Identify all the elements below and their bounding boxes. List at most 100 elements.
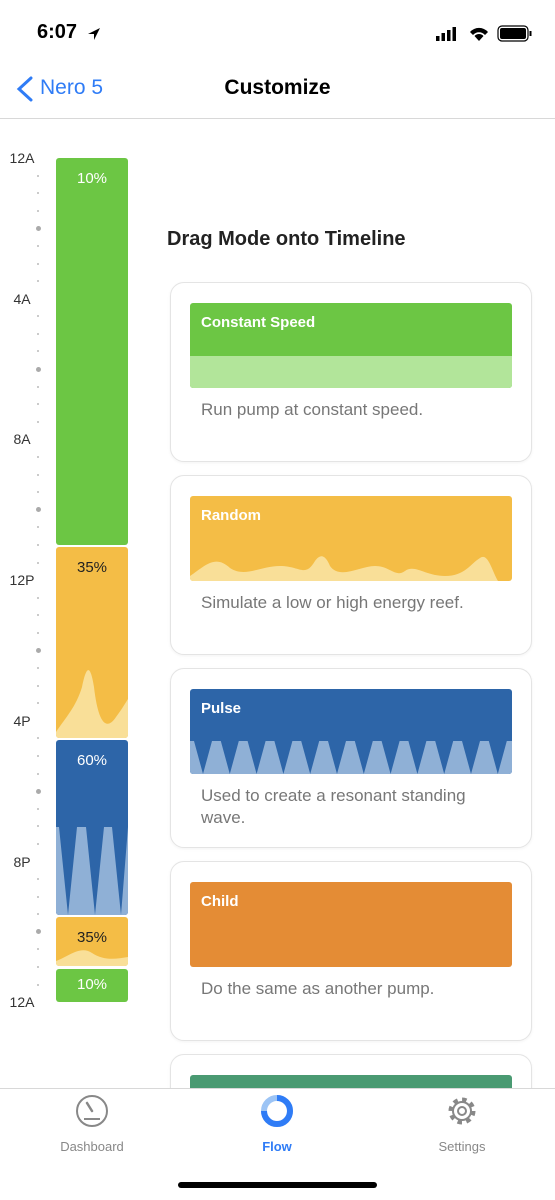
timeline-dot bbox=[35, 929, 41, 935]
tab-icon bbox=[261, 1095, 293, 1127]
segment-label: 35% bbox=[76, 929, 108, 946]
timeline-dot bbox=[37, 596, 39, 599]
timeline-dot bbox=[37, 825, 39, 828]
pulse-wave bbox=[190, 741, 512, 774]
hour-label: 12A bbox=[9, 994, 35, 1011]
mode-name: Random bbox=[201, 507, 261, 524]
timeline-dot bbox=[37, 631, 39, 634]
mode-swatch: Pulse bbox=[190, 689, 512, 774]
tab-icon bbox=[76, 1095, 108, 1127]
timeline-segment[interactable]: 10% bbox=[56, 158, 128, 545]
timeline-dot bbox=[37, 561, 39, 564]
timeline-dot bbox=[37, 737, 39, 740]
mode-description: Used to create a resonant standing wave. bbox=[201, 786, 466, 827]
timeline-dot bbox=[37, 913, 39, 916]
timeline-dot bbox=[37, 403, 39, 406]
timeline-dot bbox=[37, 315, 39, 318]
timeline-dot bbox=[37, 332, 39, 335]
mode-card[interactable]: Pulse Used to create a resonant standing… bbox=[170, 668, 532, 848]
home-indicator bbox=[178, 1182, 377, 1188]
timeline-dot bbox=[37, 842, 39, 845]
timeline-dot bbox=[37, 473, 39, 476]
back-chevron bbox=[16, 76, 33, 102]
timeline-dot bbox=[37, 543, 39, 546]
tab-icon bbox=[448, 1097, 476, 1125]
timeline-dot bbox=[37, 280, 39, 283]
location-icon bbox=[88, 28, 100, 40]
status-icons bbox=[436, 25, 532, 42]
timeline-dot bbox=[37, 350, 39, 353]
segment-wave bbox=[56, 670, 128, 738]
mode-description: Run pump at constant speed. bbox=[201, 400, 424, 419]
tab-flow[interactable]: Flow bbox=[217, 1094, 337, 1154]
timeline-dot bbox=[37, 420, 39, 423]
timeline-dot bbox=[37, 772, 39, 775]
timeline-dot bbox=[37, 966, 39, 969]
timeline-dot bbox=[37, 807, 39, 810]
timeline-dot bbox=[35, 507, 41, 513]
timeline-dot bbox=[35, 788, 41, 794]
nav-divider bbox=[0, 118, 555, 119]
timeline-dot bbox=[37, 702, 39, 705]
timeline-dot bbox=[35, 366, 41, 372]
nav-title: Customize bbox=[224, 76, 331, 99]
timeline-dot bbox=[37, 526, 39, 529]
timeline-dot bbox=[37, 684, 39, 687]
mode-name: Pulse bbox=[201, 700, 242, 717]
hour-label: 12P bbox=[9, 572, 35, 589]
mode-card[interactable]: Random Simulate a low or high energy ree… bbox=[170, 475, 532, 655]
segment-label: 10% bbox=[76, 170, 108, 187]
status-time: 6:07 bbox=[37, 21, 78, 43]
mode-card[interactable]: Child Do the same as another pump. bbox=[170, 861, 532, 1041]
timeline-dot bbox=[37, 754, 39, 757]
segment-label: 35% bbox=[76, 559, 108, 576]
mode-swatch: Child bbox=[190, 882, 512, 967]
swatch-wave bbox=[190, 741, 512, 774]
timeline-dot bbox=[37, 878, 39, 881]
timeline-dot bbox=[37, 262, 39, 265]
mode-swatch: Constant Speed bbox=[190, 303, 512, 388]
mode-swatch: Random bbox=[190, 496, 512, 581]
tab-label: Settings bbox=[438, 1139, 486, 1154]
timeline-dot bbox=[37, 209, 39, 212]
timeline-dot bbox=[35, 225, 41, 231]
timeline-dot bbox=[37, 244, 39, 247]
back-label: Nero 5 bbox=[40, 76, 104, 99]
timeline-dot bbox=[37, 491, 39, 494]
mode-card[interactable]: Constant Speed Run pump at constant spee… bbox=[170, 282, 532, 462]
timeline-segment[interactable]: 60% bbox=[56, 740, 128, 915]
swatch-wave bbox=[190, 556, 498, 581]
hour-label: 4P bbox=[13, 712, 31, 729]
tab-label: Flow bbox=[262, 1139, 292, 1154]
segment-label: 10% bbox=[76, 976, 108, 993]
timeline-dot bbox=[37, 895, 39, 898]
hour-label: 8P bbox=[13, 853, 31, 870]
mode-name: Child bbox=[201, 893, 239, 910]
timeline-dot bbox=[37, 174, 39, 177]
timeline-dot bbox=[37, 455, 39, 458]
timeline-dot bbox=[35, 647, 41, 653]
timeline-dot bbox=[37, 385, 39, 388]
timeline-dot bbox=[37, 983, 39, 986]
timeline-dot bbox=[37, 614, 39, 617]
segment-wave bbox=[56, 827, 128, 915]
timeline-segment[interactable]: 10% bbox=[56, 969, 128, 1002]
timeline-segment[interactable]: 35% bbox=[56, 547, 128, 738]
mode-name: Constant Speed bbox=[201, 314, 316, 331]
tab-dashboard[interactable]: Dashboard bbox=[32, 1094, 152, 1154]
timeline-dot bbox=[37, 192, 39, 195]
hour-label: 4A bbox=[13, 290, 31, 307]
timeline-dot bbox=[37, 948, 39, 951]
hour-label: 12A bbox=[9, 150, 35, 166]
section-heading: Drag Mode onto Timeline bbox=[167, 228, 406, 250]
timeline-segment[interactable]: 35% bbox=[56, 917, 128, 966]
tab-label: Dashboard bbox=[60, 1139, 124, 1154]
timeline-dot bbox=[37, 667, 39, 670]
segment-label: 60% bbox=[76, 752, 108, 769]
segment-wave bbox=[56, 950, 128, 966]
swatch-fill bbox=[190, 356, 512, 388]
hour-label: 8A bbox=[13, 431, 31, 448]
mode-description: Simulate a low or high energy reef. bbox=[201, 593, 464, 612]
tab-settings[interactable]: Settings bbox=[402, 1094, 522, 1154]
